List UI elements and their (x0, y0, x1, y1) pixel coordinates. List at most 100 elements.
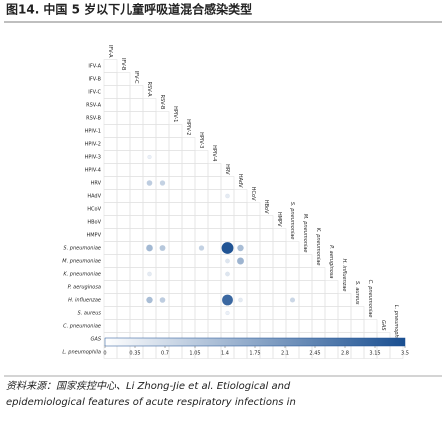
cell (272, 228, 287, 242)
cell (337, 319, 352, 333)
cell (259, 306, 274, 320)
cell (324, 280, 339, 294)
cell (129, 280, 144, 294)
cell (246, 293, 261, 307)
row-label: RSV-B (86, 116, 101, 122)
cell-dot (225, 193, 230, 199)
cell (168, 163, 183, 177)
cell (311, 267, 326, 281)
cell (194, 267, 209, 281)
cell (272, 293, 287, 307)
cell (311, 280, 326, 294)
cell (103, 306, 118, 320)
column-label: HCoV (250, 187, 256, 201)
cell (350, 345, 365, 359)
cell (116, 176, 131, 190)
cell (181, 306, 196, 320)
cell (259, 267, 274, 281)
cell-dot (146, 180, 153, 186)
colorbar-tick-label: 1.75 (249, 351, 260, 357)
cell (155, 137, 170, 151)
cell (233, 189, 248, 203)
cell (116, 254, 131, 268)
cell (168, 202, 183, 216)
cell (103, 72, 118, 86)
cell (207, 202, 222, 216)
cell (116, 189, 131, 203)
cell (220, 202, 235, 216)
cell (103, 280, 118, 294)
cell (103, 163, 118, 177)
cell (168, 228, 183, 242)
cell (194, 163, 209, 177)
column-label: RSV-A (146, 82, 152, 97)
cell (194, 319, 209, 333)
cell (181, 163, 196, 177)
cell-dot (221, 242, 234, 254)
cell (103, 59, 118, 73)
cell (181, 241, 196, 255)
cell (142, 163, 157, 177)
cell (168, 306, 183, 320)
cell (103, 241, 118, 255)
cell (142, 319, 157, 333)
cell (220, 215, 235, 229)
cell (207, 228, 222, 242)
cell (116, 319, 131, 333)
cell (194, 202, 209, 216)
cell (155, 267, 170, 281)
cell (207, 189, 222, 203)
cell (129, 98, 144, 112)
cell (155, 280, 170, 294)
row-label: HPIV-4 (85, 168, 101, 174)
cell (155, 111, 170, 125)
cell (259, 215, 274, 229)
cell (129, 176, 144, 190)
cell (155, 150, 170, 164)
cell (350, 319, 365, 333)
column-label: IFV-B (120, 58, 126, 71)
row-label: S. pneumoniae (63, 246, 101, 252)
row-label: HBoV (87, 220, 101, 226)
cell (116, 72, 131, 86)
cell (116, 150, 131, 164)
cell (103, 215, 118, 229)
cell-dot (146, 296, 153, 304)
cell (298, 254, 313, 268)
cell (103, 228, 118, 242)
cell (129, 254, 144, 268)
cell (350, 306, 365, 320)
cell (168, 280, 183, 294)
cell (233, 267, 248, 281)
cell (272, 254, 287, 268)
colorbar-tick-label: 1.4 (221, 351, 229, 357)
cell (129, 124, 144, 138)
cell (207, 306, 222, 320)
cell (298, 267, 313, 281)
cell (246, 202, 261, 216)
column-label: GAS (380, 320, 386, 331)
cell (311, 293, 326, 307)
cell (103, 293, 118, 307)
cell (272, 280, 287, 294)
cell-dot (238, 297, 243, 303)
column-label: HPIV-1 (172, 106, 178, 122)
cell-dot (237, 257, 244, 265)
cell (181, 267, 196, 281)
cell (168, 293, 183, 307)
cell (116, 215, 131, 229)
cell (324, 319, 339, 333)
cell (298, 306, 313, 320)
colorbar (104, 337, 406, 347)
cell (103, 85, 118, 99)
cell (103, 111, 118, 125)
cell (233, 202, 248, 216)
cell (259, 280, 274, 294)
cell (272, 241, 287, 255)
row-label: C. pneumoniae (63, 324, 101, 330)
colorbar-tick-label: 3.15 (369, 351, 380, 357)
cell (285, 267, 300, 281)
column-label: HMPV (276, 212, 282, 227)
cell (142, 189, 157, 203)
cell (363, 319, 378, 333)
